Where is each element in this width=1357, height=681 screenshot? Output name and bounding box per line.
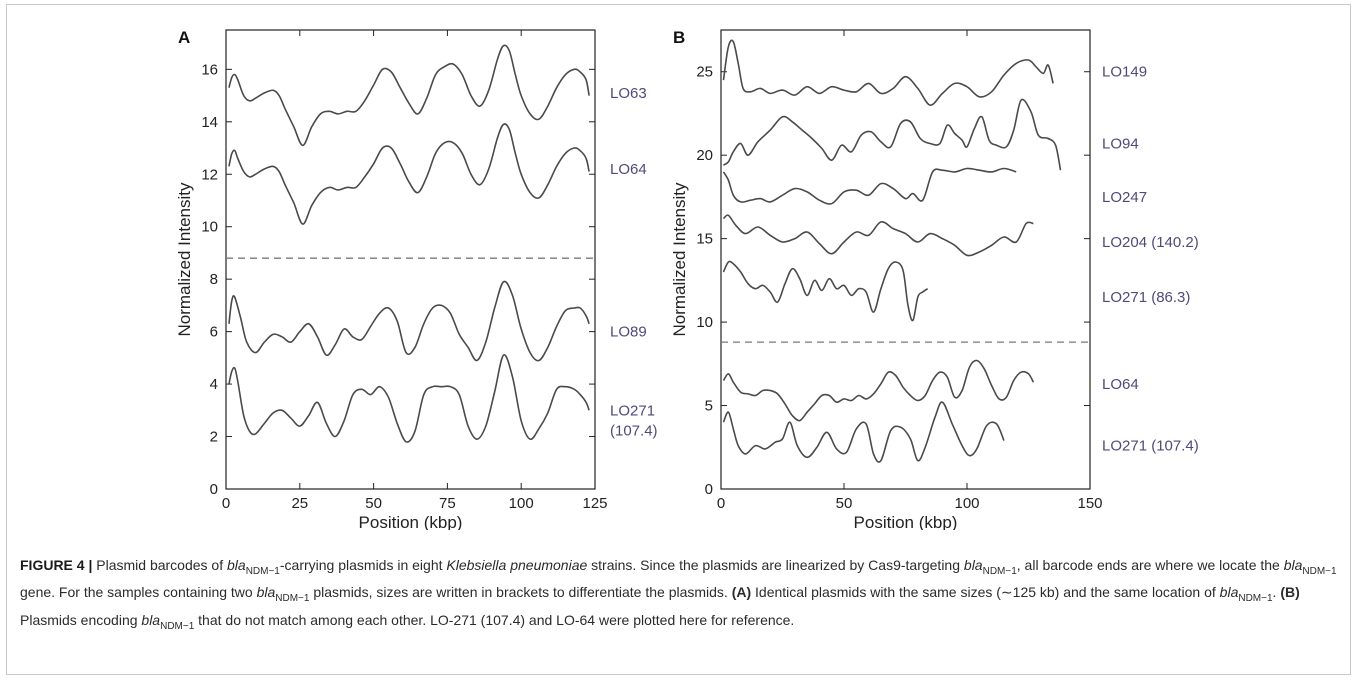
y-tick-label: 0 [705, 481, 713, 498]
x-tick-label: 150 [1077, 495, 1102, 512]
series-label: LO89 [610, 324, 647, 341]
figure-label: FIGURE 4 | [20, 557, 93, 573]
series-label-line: LO149 [1102, 64, 1147, 81]
plot-frame [720, 29, 1091, 490]
plot-frame [225, 29, 596, 490]
x-tick-label: 100 [954, 495, 979, 512]
panel-label-b: B [673, 28, 685, 47]
series-line [722, 401, 1005, 463]
y-tick-label: 20 [696, 147, 713, 164]
series-label: LO63 [610, 85, 647, 102]
y-axis-label: Normalized Intensity [175, 182, 194, 337]
panel-label-a: A [178, 28, 190, 47]
series-label: LO271 (107.4) [610, 402, 658, 439]
y-tick-label: 10 [696, 314, 713, 331]
series-label: LO271 (86.3) [1102, 289, 1190, 306]
series-label: LO149 [1102, 64, 1147, 81]
x-tick-label: 75 [439, 495, 456, 512]
x-axis-label: Position (kbp) [854, 513, 958, 530]
y-axis-label: Normalized Intensity [670, 182, 689, 337]
x-tick-label: 100 [509, 495, 534, 512]
series-line [228, 44, 590, 147]
series-label: LO64 [1102, 376, 1139, 393]
x-tick-label: 125 [582, 495, 607, 512]
y-tick-label: 15 [696, 231, 713, 248]
y-tick-label: 8 [210, 271, 218, 288]
figure-frame [6, 4, 1351, 675]
series-label-line: LO204 (140.2) [1102, 234, 1199, 251]
series-label-line: LO64 [610, 161, 647, 178]
series-label-line: LO63 [610, 85, 647, 102]
y-tick-label: 6 [210, 324, 218, 341]
series-line [723, 98, 1062, 171]
chart-panel-b: B 0 5 10 15 20 25 0 50 100 150 Position (kbp) Normal… [670, 28, 1199, 530]
series-label-line: LO271 [610, 402, 655, 419]
series-line [722, 39, 1054, 106]
y-tick-label: 4 [210, 376, 218, 393]
x-tick-label: 50 [836, 495, 853, 512]
chart-panel-a: A 0 2 4 6 8 10 12 14 16 0 25 50 75 100 125 Position (kbp… [175, 28, 658, 530]
y-tick-label: 16 [201, 61, 218, 78]
series-label: LO94 [1102, 135, 1139, 152]
series-label-line: LO94 [1102, 135, 1139, 152]
x-tick-label: 25 [291, 495, 308, 512]
caption-body: Plasmid barcodes of blaNDM−1-carrying pl… [20, 557, 1337, 632]
x-axis-label: Position (kbp) [359, 513, 463, 530]
series-line [722, 359, 1035, 422]
series-label: LO204 (140.2) [1102, 234, 1199, 251]
y-tick-label: 0 [210, 481, 218, 498]
series-line [228, 123, 590, 225]
series-line [228, 354, 590, 443]
series-label-line: LO271 (86.3) [1102, 289, 1190, 306]
series-line [722, 167, 1017, 205]
y-tick-label: 25 [696, 64, 713, 81]
series-line [228, 280, 590, 362]
series-label-line: LO64 [1102, 376, 1139, 393]
x-tick-label: 0 [222, 495, 230, 512]
series-line [722, 214, 1034, 257]
series-label-line: (107.4) [610, 422, 658, 439]
figure-caption: FIGURE 4 | Plasmid barcodes of blaNDM−1-… [20, 555, 1340, 637]
y-tick-label: 14 [201, 114, 218, 131]
series-label-line: LO89 [610, 324, 647, 341]
y-tick-label: 2 [210, 429, 218, 446]
series-label-line: LO247 [1102, 189, 1147, 206]
series-label: LO247 [1102, 189, 1147, 206]
series-label: LO271 (107.4) [1102, 438, 1199, 455]
series-line [722, 260, 929, 322]
y-tick-label: 10 [201, 219, 218, 236]
x-tick-label: 50 [365, 495, 382, 512]
y-tick-label: 12 [201, 166, 218, 183]
y-tick-label: 5 [705, 398, 713, 415]
series-label: LO64 [610, 161, 647, 178]
x-tick-label: 0 [717, 495, 725, 512]
series-label-line: LO271 (107.4) [1102, 438, 1199, 455]
